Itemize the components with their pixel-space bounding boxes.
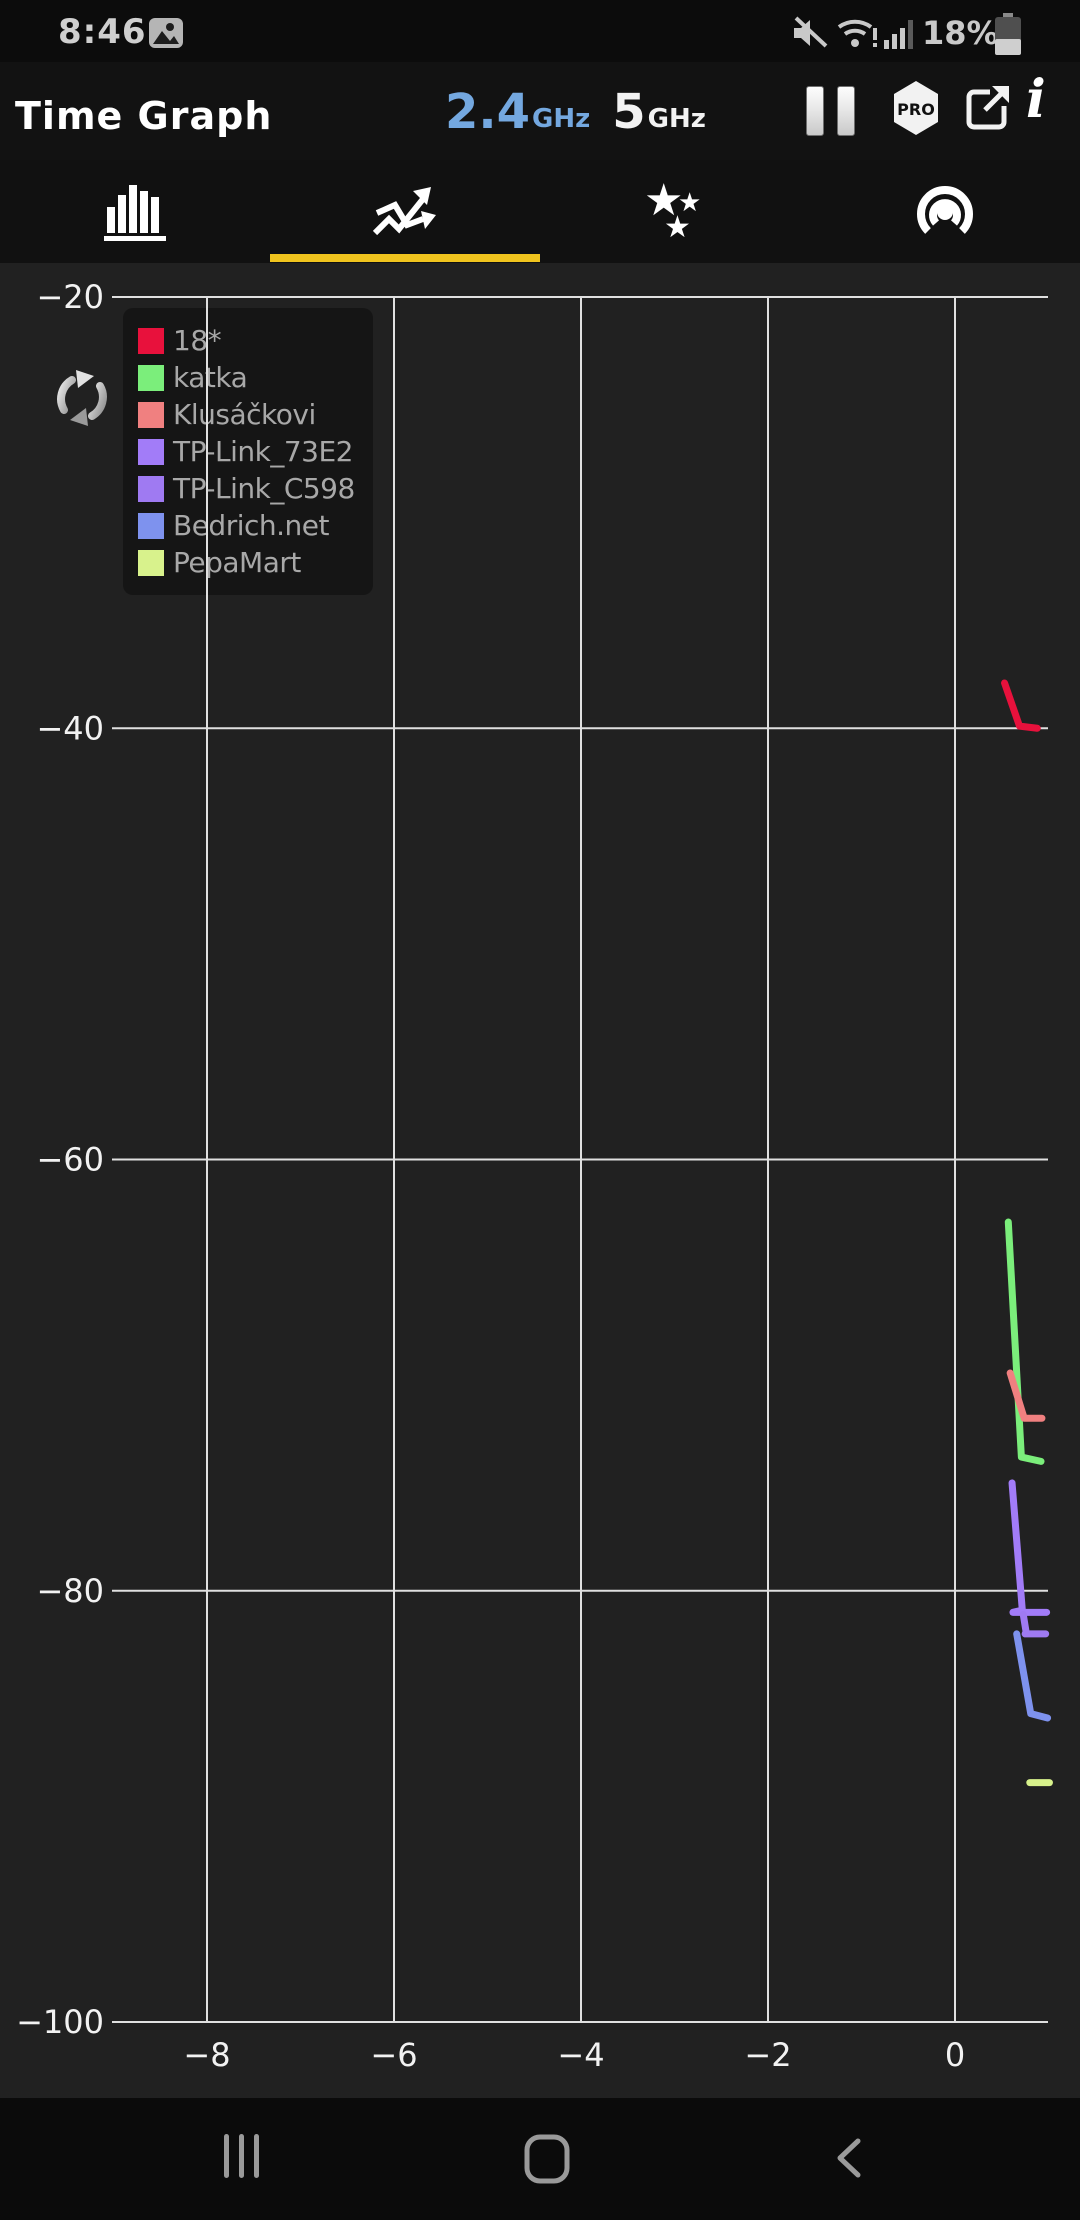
android-nav-bar (0, 2098, 1080, 2220)
page-title: Time Graph (15, 94, 273, 138)
ratings-stars-icon: ★ ★ ★ (644, 179, 701, 245)
legend-item: katka (138, 359, 373, 396)
legend-swatch (138, 401, 164, 428)
battery-percent: 18% (922, 14, 999, 52)
band-toggle: 2.4 GHz 5 GHz (445, 84, 706, 140)
band-2-4-value: 2.4 (445, 84, 531, 140)
pro-badge[interactable]: PRO (891, 80, 941, 136)
time-graph-icon (373, 186, 436, 235)
pause-button[interactable] (806, 86, 855, 136)
legend-swatch (138, 327, 164, 354)
svg-text:★: ★ (664, 210, 691, 245)
legend-label: 18* (173, 324, 222, 357)
recent-apps-icon (254, 2134, 259, 2178)
refresh-scan-icon (57, 370, 107, 426)
pause-bar-icon (806, 86, 824, 136)
svg-text:★: ★ (644, 179, 683, 226)
band-2-4ghz-tab[interactable]: 2.4 GHz (445, 84, 591, 140)
recent-apps-icon (224, 2134, 229, 2178)
export-icon[interactable] (962, 84, 1012, 134)
battery-icon (995, 13, 1021, 55)
legend-swatch (138, 438, 164, 465)
band-5-unit: GHz (647, 104, 706, 134)
legend-item: Bedrich.net (138, 507, 373, 544)
legend-label: katka (173, 361, 248, 394)
chart-legend: 18* katka Klusáčkovi TP-Link_73E2 TP-Link_C5… (123, 308, 373, 595)
tab-channel-graph[interactable] (0, 160, 270, 263)
tab-access-points[interactable] (810, 160, 1080, 263)
svg-text:★: ★ (678, 188, 701, 218)
tab-time-graph[interactable] (270, 160, 540, 263)
legend-swatch (138, 512, 164, 539)
band-2-4-unit: GHz (532, 104, 591, 134)
info-icon[interactable]: i (1026, 69, 1046, 130)
legend-label: Bedrich.net (173, 509, 330, 542)
legend-label: Klusáčkovi (173, 398, 316, 431)
legend-item: TP-Link_C598 (138, 470, 373, 507)
tab-ratings[interactable]: ★ ★ ★ (540, 160, 810, 263)
legend-item: Klusáčkovi (138, 396, 373, 433)
home-button[interactable] (524, 2134, 570, 2184)
legend-item: 18* (138, 322, 373, 359)
recent-apps-icon (239, 2134, 244, 2178)
legend-label: PepaMart (173, 546, 301, 579)
cell-signal-icon (884, 20, 913, 49)
status-time: 8:46 (58, 12, 147, 52)
channel-bar-chart-icon (104, 184, 166, 241)
legend-item: TP-Link_73E2 (138, 433, 373, 470)
back-button[interactable] (834, 2138, 864, 2178)
pro-badge-label: PRO (897, 100, 935, 119)
access-point-icon (917, 185, 973, 234)
image-notification-icon (149, 18, 183, 48)
sound-muted-icon (794, 16, 828, 48)
pause-bar-icon (837, 86, 855, 136)
band-5ghz-tab[interactable]: 5 GHz (612, 84, 706, 140)
view-tab-bar: ★ ★ ★ (0, 160, 1080, 263)
legend-swatch (138, 364, 164, 391)
legend-label: TP-Link_73E2 (173, 435, 353, 468)
legend-item: PepaMart (138, 544, 373, 581)
legend-label: TP-Link_C598 (173, 472, 355, 505)
app-header: Time Graph 2.4 GHz 5 GHz PRO i (0, 62, 1080, 160)
band-5-value: 5 (612, 84, 646, 140)
legend-swatch (138, 549, 164, 576)
wifi-alert-icon (837, 19, 877, 47)
selected-tab-indicator (270, 254, 540, 262)
legend-swatch (138, 475, 164, 502)
recent-apps-button[interactable] (224, 2134, 259, 2178)
status-bar: 8:46 18% (0, 0, 1080, 62)
